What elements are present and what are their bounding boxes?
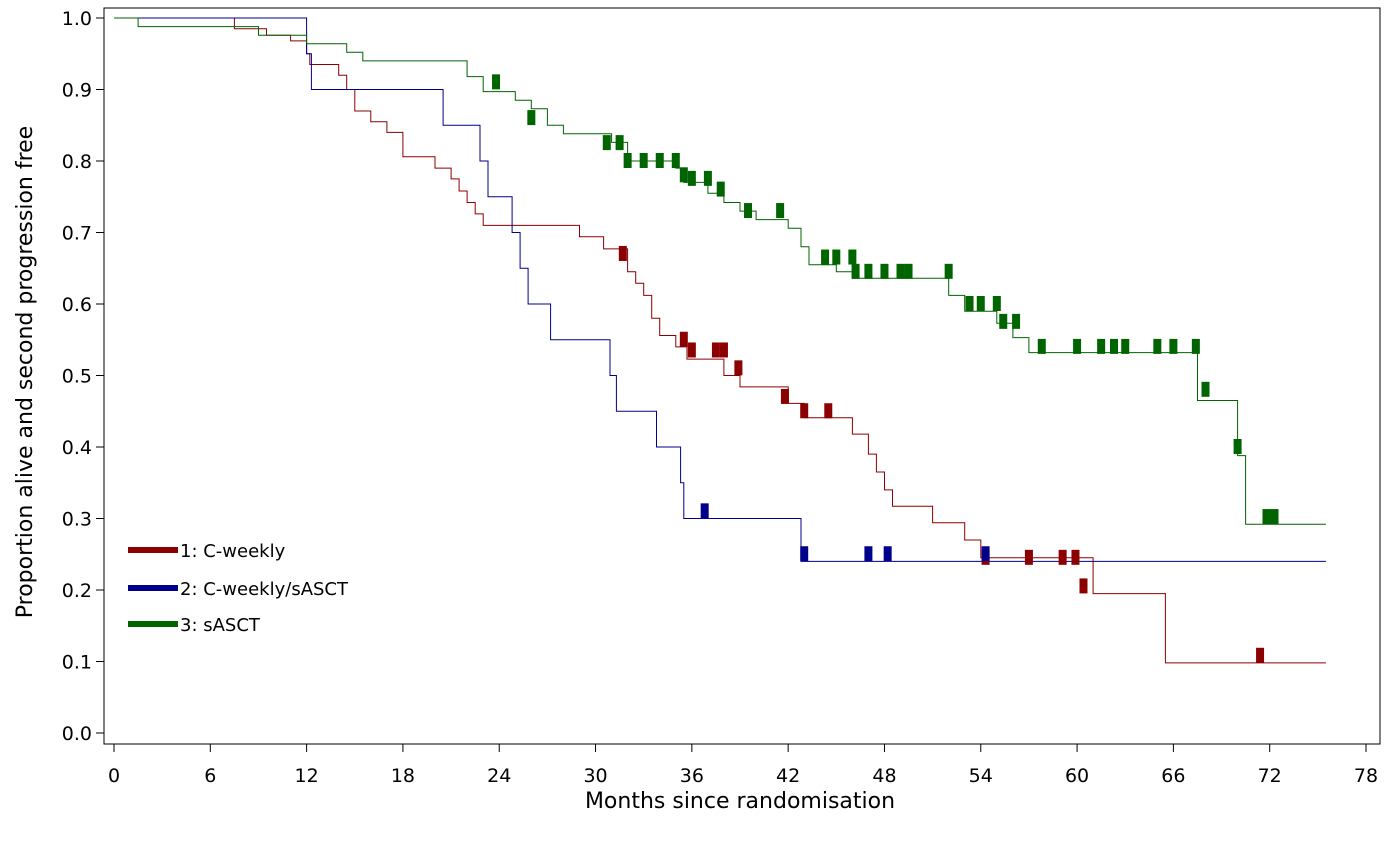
censor-mark-1	[618, 245, 627, 261]
censor-mark-2	[981, 546, 990, 562]
x-axis: 0 6 12 18 24 30 36 42 48 54 60 66 72 78	[108, 744, 1378, 787]
x-tick-label: 42	[776, 765, 800, 787]
censor-mark-2	[700, 503, 709, 519]
censor-mark-3	[944, 263, 953, 279]
censor-mark-1	[800, 403, 809, 419]
y-axis-title: Proportion alive and second progression …	[13, 126, 38, 618]
x-tick-label: 60	[1065, 765, 1089, 787]
censor-mark-1	[824, 403, 833, 419]
censor-mark-3	[904, 263, 913, 279]
censor-mark-1	[711, 342, 720, 358]
plot-frame	[103, 7, 1381, 745]
censor-mark-1	[780, 388, 789, 404]
censor-mark-3	[492, 74, 501, 90]
censor-mark-3	[623, 153, 632, 168]
y-tick-label: 0.4	[62, 437, 92, 459]
censor-mark-3	[687, 170, 696, 186]
censor-mark-1	[687, 342, 696, 358]
series-line-3	[114, 17, 1326, 525]
series-line-1	[114, 17, 1326, 664]
censor-mark-3	[864, 263, 873, 279]
series-line-2	[114, 17, 1326, 562]
x-tick-label: 48	[872, 765, 896, 787]
censor-mark-3	[744, 203, 753, 219]
censor-mark-3	[703, 170, 712, 186]
censor-mark-3	[1191, 338, 1200, 354]
censor-mark-3	[1012, 313, 1021, 329]
censor-mark-3	[848, 249, 857, 265]
y-tick-label: 1.0	[62, 8, 92, 30]
censor-mark-1	[1079, 578, 1088, 594]
censor-mark-2	[800, 546, 809, 562]
y-tick-label: 0.2	[62, 580, 92, 602]
censor-mark-3	[851, 263, 860, 279]
x-tick-label: 54	[969, 765, 993, 787]
censor-marks	[492, 74, 1279, 663]
censor-mark-1	[1058, 549, 1067, 565]
censor-mark-3	[639, 153, 648, 168]
censor-mark-2	[883, 546, 892, 562]
x-tick-label: 0	[108, 765, 120, 787]
censor-mark-3	[1097, 338, 1106, 354]
y-tick-label: 0.6	[62, 294, 92, 316]
y-tick-label: 0.9	[62, 80, 92, 102]
censor-mark-3	[832, 249, 841, 265]
x-tick-label: 66	[1161, 765, 1185, 787]
censor-mark-1	[1256, 647, 1265, 663]
legend-label-3: 3: sASCT	[180, 615, 261, 636]
censor-mark-3	[671, 153, 680, 168]
censor-mark-3	[965, 296, 974, 311]
series-curves	[114, 17, 1326, 664]
x-tick-label: 78	[1354, 765, 1378, 787]
x-tick-label: 30	[583, 765, 607, 787]
censor-mark-3	[999, 313, 1008, 329]
censor-mark-2	[864, 546, 873, 562]
censor-mark-1	[719, 342, 728, 358]
legend-label-1: 1: C-weekly	[180, 541, 286, 562]
y-tick-label: 0.3	[62, 509, 92, 531]
censor-mark-3	[1262, 509, 1271, 525]
censor-mark-3	[976, 296, 985, 311]
censor-mark-3	[655, 153, 664, 168]
censor-mark-1	[1071, 549, 1080, 565]
censor-mark-3	[1037, 338, 1046, 354]
y-tick-label: 0.0	[62, 723, 92, 745]
x-tick-label: 72	[1258, 765, 1282, 787]
y-tick-label: 0.1	[62, 652, 92, 674]
censor-mark-3	[1153, 338, 1162, 354]
x-tick-label: 6	[204, 765, 216, 787]
censor-mark-3	[880, 263, 889, 279]
censor-mark-3	[821, 249, 830, 265]
censor-mark-3	[615, 135, 624, 151]
censor-mark-1	[734, 360, 743, 376]
censor-mark-3	[1270, 509, 1279, 525]
censor-mark-1	[679, 331, 688, 347]
censor-mark-3	[602, 135, 611, 151]
x-axis-title: Months since randomisation	[585, 789, 895, 814]
censor-mark-3	[679, 167, 688, 183]
censor-mark-3	[527, 110, 536, 126]
x-tick-label: 24	[487, 765, 511, 787]
censor-mark-3	[1121, 338, 1130, 354]
y-tick-label: 0.5	[62, 366, 92, 388]
y-axis: 0.0 0.1 0.2 0.3 0.4 0.5 0.6 0.7 0.8 0.9 1.0	[62, 8, 104, 745]
x-tick-label: 18	[391, 765, 415, 787]
y-tick-label: 0.8	[62, 151, 92, 173]
legend-label-2: 2: C-weekly/sASCT	[180, 579, 349, 600]
censor-mark-3	[776, 203, 785, 219]
y-tick-label: 0.7	[62, 223, 92, 245]
legend: 1: C-weekly 2: C-weekly/sASCT 3: sASCT	[128, 541, 349, 636]
censor-mark-3	[1233, 439, 1242, 454]
censor-mark-3	[1109, 338, 1118, 354]
censor-mark-3	[1073, 338, 1082, 354]
censor-mark-3	[1169, 338, 1178, 354]
censor-mark-1	[1024, 549, 1033, 565]
censor-mark-3	[716, 181, 725, 197]
censor-mark-3	[992, 296, 1001, 311]
censor-mark-3	[1201, 381, 1210, 397]
censor-mark-3	[896, 263, 905, 279]
x-tick-label: 36	[680, 765, 704, 787]
x-tick-label: 12	[295, 765, 319, 787]
